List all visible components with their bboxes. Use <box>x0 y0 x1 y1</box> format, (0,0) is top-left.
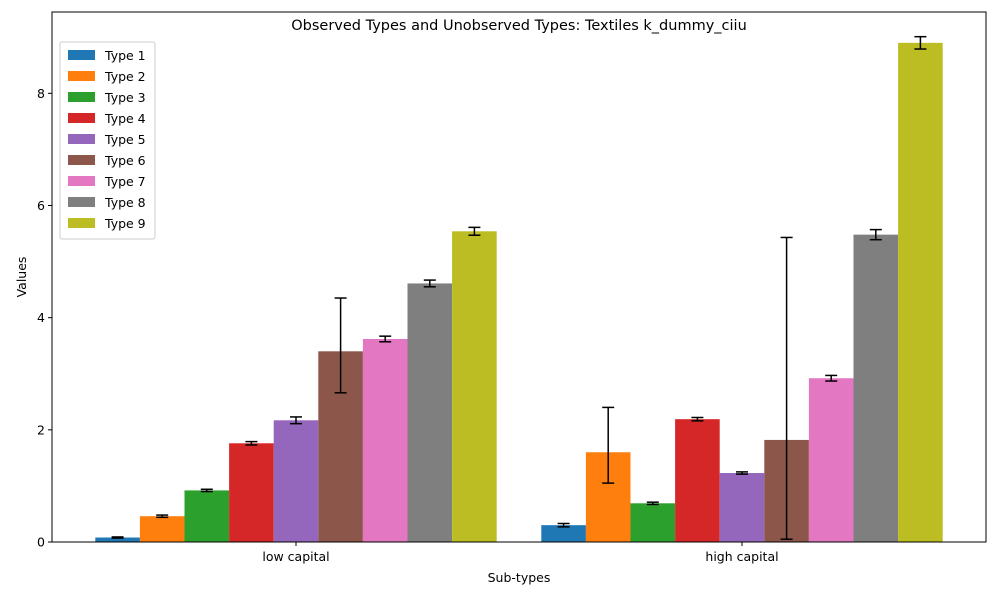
legend-swatch-type-3 <box>68 92 95 102</box>
legend-label-type-9: Type 9 <box>104 216 146 231</box>
bar-type-3-low-capital <box>184 490 230 542</box>
errorbar-type-8-high-capital <box>869 228 882 241</box>
chart-title: Observed Types and Unobserved Types: Tex… <box>291 18 747 34</box>
errorbar-type-4-low-capital <box>245 440 258 446</box>
legend-label-type-2: Type 2 <box>104 69 146 84</box>
bar-type-9-high-capital <box>898 42 943 543</box>
x-axis-label: Sub-types <box>488 570 551 585</box>
x-tick-label-high-capital: high capital <box>705 549 778 564</box>
plot-frame <box>51 11 987 543</box>
y-axis-label: Values <box>14 257 29 298</box>
y-axis: 0 2 4 6 8 <box>37 86 52 550</box>
y-tick-label-8: 8 <box>37 86 45 101</box>
bar-type-7-low-capital <box>362 338 408 542</box>
legend-swatch-type-5 <box>68 134 95 144</box>
bar-type-5-low-capital <box>273 420 319 542</box>
bar-type-1-high-capital <box>541 525 586 542</box>
legend-swatch-type-9 <box>68 218 95 228</box>
errorbar-type-1-low-capital <box>111 536 124 539</box>
errorbar-type-3-high-capital <box>646 501 659 506</box>
legend-label-type-5: Type 5 <box>104 132 146 147</box>
bar-type-3-high-capital <box>630 503 676 542</box>
errorbar-type-3-low-capital <box>200 488 213 493</box>
legend-label-type-3: Type 3 <box>104 90 146 105</box>
bar-type-9-low-capital <box>452 231 497 542</box>
errorbar-type-6-high-capital <box>780 236 793 540</box>
legend-swatch-type-4 <box>68 113 95 123</box>
errorbar-type-7-low-capital <box>379 335 392 343</box>
errorbar-type-2-high-capital <box>602 406 615 484</box>
errorbar-type-7-high-capital <box>825 374 838 382</box>
errorbar-type-9-low-capital <box>468 226 481 236</box>
legend-label-type-4: Type 4 <box>104 111 146 126</box>
legend-swatch-type-8 <box>68 197 95 207</box>
bar-type-4-low-capital <box>229 443 274 542</box>
x-axis: low capital high capital <box>262 542 779 564</box>
legend-label-type-8: Type 8 <box>104 195 146 210</box>
errorbar-type-5-high-capital <box>736 471 748 475</box>
legend-swatch-type-7 <box>68 176 95 186</box>
errorbar-type-4-high-capital <box>691 416 704 422</box>
bar-type-8-low-capital <box>407 283 453 542</box>
errorbar-type-6-low-capital <box>334 297 347 394</box>
x-tick-label-low-capital: low capital <box>262 549 329 564</box>
legend-swatch-type-1 <box>68 50 95 60</box>
legend: Type 1 Type 2 Type 3 Type 4 Type 5 Type 6 Type… <box>59 41 156 240</box>
errorbar-type-9-high-capital <box>914 35 927 50</box>
bar-type-1-low-capital <box>95 537 140 542</box>
bar-type-4-high-capital <box>675 419 720 542</box>
errorbar-type-1-high-capital <box>557 522 570 528</box>
y-tick-label-2: 2 <box>37 422 45 437</box>
errorbar-type-5-low-capital <box>290 416 302 425</box>
legend-label-type-6: Type 6 <box>104 153 146 168</box>
bars-layer <box>95 42 943 543</box>
bar-type-5-high-capital <box>719 473 765 542</box>
bar-type-8-high-capital <box>853 234 899 543</box>
bar-type-2-low-capital <box>139 516 185 542</box>
errorbar-type-8-low-capital <box>423 279 436 288</box>
legend-swatch-type-2 <box>68 71 95 81</box>
legend-box <box>59 41 156 240</box>
legend-label-type-7: Type 7 <box>104 174 146 189</box>
errorbar-type-2-low-capital <box>156 514 169 519</box>
legend-swatch-type-6 <box>68 155 95 165</box>
y-tick-label-4: 4 <box>37 310 45 325</box>
legend-label-type-1: Type 1 <box>104 48 146 63</box>
errorbars-layer <box>111 35 927 540</box>
y-tick-label-6: 6 <box>37 198 45 213</box>
bar-type-7-high-capital <box>808 378 854 542</box>
y-tick-label-0: 0 <box>37 535 45 550</box>
